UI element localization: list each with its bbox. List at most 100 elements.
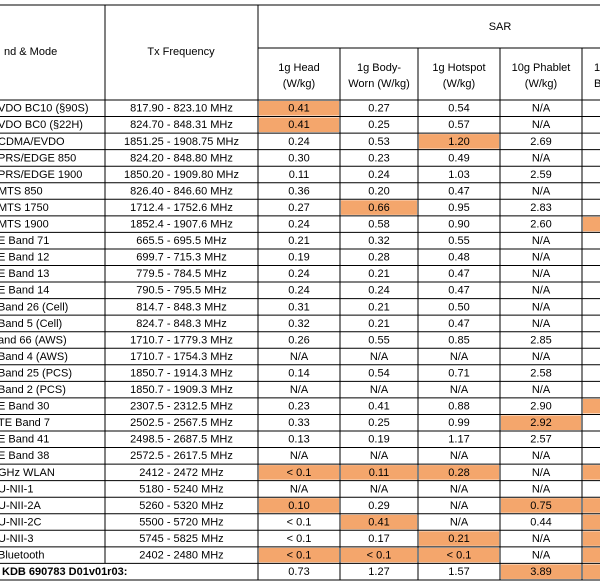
tx-frequency: 826.40 - 846.60 MHz (130, 185, 233, 197)
subheader: 1g Hotspot (432, 62, 485, 74)
sar-value: 0.28 (368, 252, 389, 264)
highlight-cell-edge (583, 547, 600, 563)
tx-frequency: 2498.5 - 2687.5 MHz (130, 434, 233, 446)
band-mode: U-NII-2C (0, 516, 41, 528)
sar-value: N/A (532, 450, 551, 462)
sar-value: N/A (370, 483, 389, 495)
sar-value: N/A (290, 384, 309, 396)
band-mode: E Band 38 (0, 450, 49, 462)
sar-value: N/A (370, 351, 389, 363)
sar-value: 0.47 (448, 268, 469, 280)
band-mode: VDO BC10 (§90S) (0, 103, 88, 115)
tx-frequency: 1710.7 - 1779.3 MHz (130, 334, 233, 346)
tx-frequency: 817.90 - 823.10 MHz (130, 103, 233, 115)
sar-value: N/A (450, 516, 469, 528)
sar-value: N/A (450, 483, 469, 495)
band-mode: PRS/EDGE 1900 (0, 169, 82, 181)
sar-value: 0.23 (288, 401, 309, 413)
sar-value: 0.29 (368, 500, 389, 512)
subheader: Bo (594, 78, 600, 90)
sar-value: 0.95 (448, 202, 469, 214)
band-mode: E Band 30 (0, 401, 49, 413)
highlight-cell (419, 547, 499, 563)
highlight-cell (341, 200, 417, 215)
sar-value: N/A (532, 384, 551, 396)
sar-value: 0.11 (289, 169, 310, 181)
tx-frequency: 2402 - 2480 MHz (139, 550, 223, 562)
tx-frequency: 2572.5 - 2617.5 MHz (130, 450, 233, 462)
sar-value: N/A (450, 351, 469, 363)
sar-value: 0.71 (448, 367, 469, 379)
sar-value: 2.90 (530, 401, 551, 413)
subheader: 1g (594, 62, 600, 74)
tx-frequency: 1850.7 - 1909.3 MHz (130, 384, 233, 396)
band-mode: CDMA/EVDO (0, 136, 65, 148)
highlight-cell (501, 564, 581, 579)
sar-value: 0.41 (368, 516, 389, 528)
sar-value: 2.85 (530, 334, 551, 346)
sar-value: 0.24 (288, 219, 309, 231)
sar-value: 0.24 (288, 136, 309, 148)
highlight-cell (259, 117, 339, 133)
sar-value: 3.89 (530, 566, 551, 578)
subheader: (W/kg) (525, 78, 557, 90)
sar-value: 0.28 (448, 467, 469, 479)
highlight-cell-edge (583, 398, 600, 414)
sar-value: N/A (450, 450, 469, 462)
tx-frequency: 5260 - 5320 MHz (139, 500, 223, 512)
subheader: 1g Body- (357, 62, 401, 74)
sar-value: 2.92 (530, 417, 551, 429)
highlight-cell-edge (583, 465, 600, 480)
sar-value: N/A (370, 384, 389, 396)
sar-value: 2.69 (530, 136, 551, 148)
sar-value: N/A (532, 301, 551, 313)
sar-value: < 0.1 (287, 467, 312, 479)
sar-value: 0.21 (448, 533, 469, 545)
tx-frequency: 779.5 - 784.5 MHz (136, 268, 227, 280)
sar-value: 0.48 (448, 252, 469, 264)
sar-value: 0.75 (530, 500, 551, 512)
subheader: (W/kg) (443, 78, 475, 90)
highlight-cell-edge (583, 216, 600, 232)
sar-value: 0.47 (448, 185, 469, 197)
sar-value: 0.21 (368, 268, 389, 280)
band-mode: E Band 13 (0, 268, 49, 280)
sar-value: N/A (532, 268, 551, 280)
sar-value: 0.23 (368, 152, 389, 164)
sar-value: 1.17 (448, 434, 469, 446)
sar-value: 0.50 (448, 301, 469, 313)
sar-value: N/A (532, 119, 551, 131)
tx-frequency: 2502.5 - 2567.5 MHz (130, 417, 233, 429)
tx-frequency: 699.7 - 715.3 MHz (136, 252, 227, 264)
highlight-cell (501, 498, 581, 513)
band-mode: Band 25 (PCS) (0, 367, 72, 379)
tx-frequency: 790.5 - 795.5 MHz (136, 285, 227, 297)
sar-value: 0.66 (368, 202, 389, 214)
sar-value: 0.21 (368, 301, 389, 313)
tx-frequency: 2412 - 2472 MHz (139, 467, 223, 479)
band-mode: MTS 1900 (0, 219, 49, 231)
highlight-cell (259, 465, 339, 480)
band-mode: Band 26 (Cell) (0, 301, 68, 313)
tx-frequency: 824.20 - 848.80 MHz (130, 152, 233, 164)
sar-value: < 0.1 (287, 533, 312, 545)
sar-value: N/A (290, 483, 309, 495)
band-mode: E Band 12 (0, 252, 49, 264)
sar-value: 0.21 (288, 235, 309, 247)
sar-value: 0.58 (368, 219, 389, 231)
highlight-cell (419, 465, 499, 480)
sar-value: 0.24 (288, 285, 309, 297)
sar-value: 0.27 (368, 103, 389, 115)
subheader: 10g Phablet (512, 62, 571, 74)
sar-value: 0.32 (368, 235, 389, 247)
sar-value: N/A (532, 235, 551, 247)
sar-value: 2.83 (530, 202, 551, 214)
band-mode: Bluetooth (0, 550, 44, 562)
sar-value: 0.20 (368, 185, 389, 197)
sar-value: 0.13 (288, 434, 309, 446)
sar-value: 0.41 (368, 401, 389, 413)
sar-value: 0.41 (288, 103, 309, 115)
sar-value: 0.53 (368, 136, 389, 148)
sar-value: N/A (532, 467, 551, 479)
sar-value: 0.47 (448, 285, 469, 297)
